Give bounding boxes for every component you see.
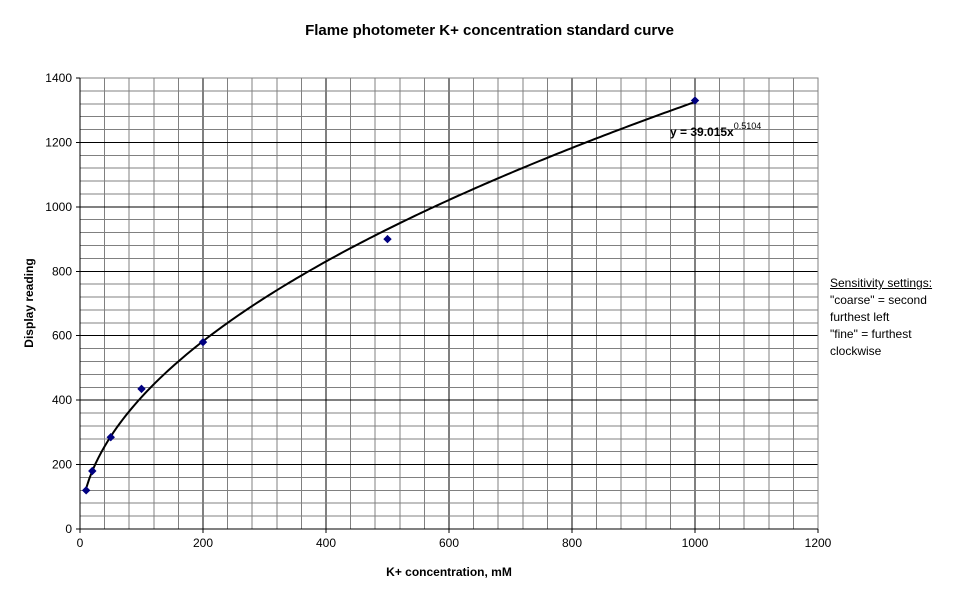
- x-tick-label: 400: [316, 536, 336, 550]
- notes-line: furthest left: [830, 310, 890, 324]
- x-tick-label: 800: [562, 536, 582, 550]
- x-tick-label: 200: [193, 536, 213, 550]
- trendline-equation: y = 39.015x0.5104: [670, 121, 761, 139]
- y-tick-label: 200: [52, 458, 72, 472]
- grid-lines: [79, 77, 819, 530]
- x-axis-label: K+ concentration, mM: [386, 565, 512, 579]
- tick-labels: 0 200 400 600 800 1000 1200 0 200 400 600 800 1000 12…: [45, 71, 831, 550]
- notes-line: "coarse" = second: [830, 293, 927, 307]
- y-tick-label: 600: [52, 329, 72, 343]
- equation-base: y = 39.015x: [670, 125, 734, 139]
- data-point: [690, 96, 700, 105]
- notes-line: "fine" = furthest: [830, 327, 912, 341]
- y-tick-label: 400: [52, 393, 72, 407]
- y-tick-label: 0: [65, 522, 72, 536]
- y-tick-label: 1200: [45, 135, 72, 149]
- data-point: [198, 337, 208, 347]
- y-axis-label: Display reading: [22, 258, 36, 347]
- equation-exponent: 0.5104: [734, 121, 762, 131]
- x-tick-label: 1000: [682, 536, 709, 550]
- notes-heading: Sensitivity settings:: [830, 276, 933, 290]
- y-tick-label: 1400: [45, 71, 72, 85]
- trendline-curve: [85, 101, 696, 489]
- data-point: [106, 432, 115, 442]
- data-points: [81, 96, 700, 495]
- y-tick-label: 800: [52, 264, 72, 278]
- x-tick-label: 600: [439, 536, 459, 550]
- notes-line: clockwise: [830, 344, 882, 358]
- chart-title: Flame photometer K+ concentration standa…: [305, 22, 674, 39]
- data-point: [137, 384, 146, 394]
- trendline: [85, 101, 696, 489]
- data-point: [81, 486, 91, 495]
- data-point: [88, 466, 97, 476]
- x-tick-label: 1200: [805, 536, 832, 550]
- x-tick-label: 0: [77, 536, 84, 550]
- data-point: [383, 234, 392, 244]
- sensitivity-notes: Sensitivity settings: "coarse" = second …: [830, 275, 970, 360]
- y-tick-label: 1000: [45, 200, 72, 214]
